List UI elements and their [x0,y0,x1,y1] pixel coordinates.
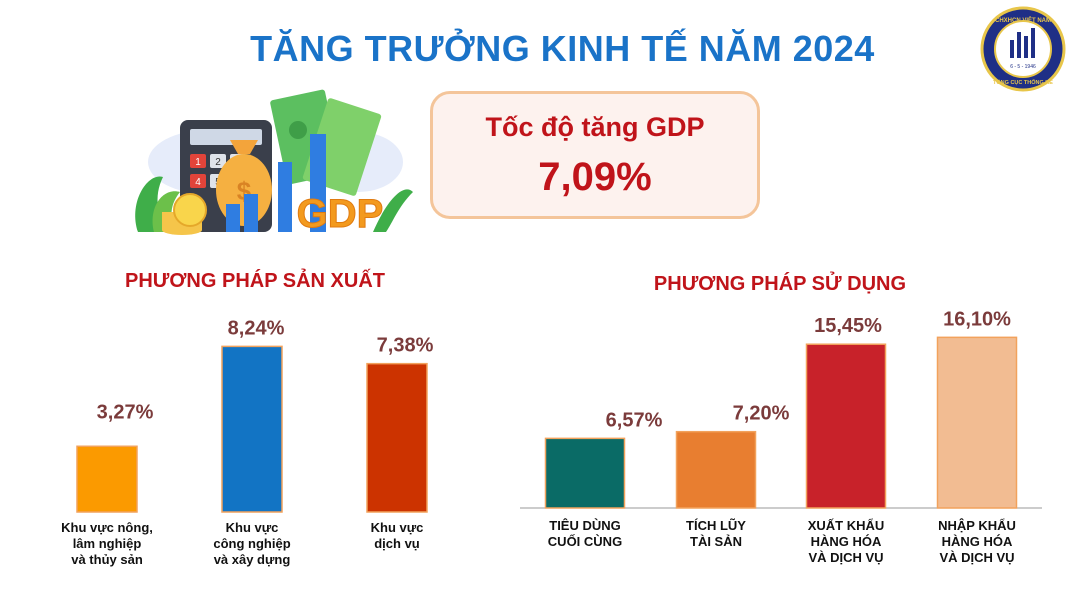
gdp-illustration: 1 2 3 4 5 6 $ GDP [135,89,413,237]
bar [544,437,626,509]
gdp-growth-label: Tốc độ tăng GDP [485,112,705,142]
expenditure-chart: 6,57% 7,20% 15,45% 16,10% [520,308,1042,509]
logo-date: 6 - 5 - 1946 [1010,64,1036,70]
gdp-growth-card: Tốc độ tăng GDP 7,09% [430,91,760,219]
gdp-growth-value: 7,09% [538,155,652,199]
bar [76,445,138,513]
gdp-word: GDP [297,192,384,236]
logo-bottom-text: TỔNG CỤC THỐNG KÊ [993,78,1053,86]
bar [366,362,428,513]
bar-growth-icon [226,134,326,232]
data-label: 7,20% [733,403,790,425]
bar [805,343,887,509]
bar [675,430,757,509]
category-label: TÍCH LŨY TÀI SẢN [686,518,746,549]
data-label: 7,38% [377,335,434,357]
page-title: TĂNG TRƯỞNG KINH TẾ NĂM 2024 [250,28,875,69]
leaf-icon [373,189,413,232]
category-label: Khu vực nông, lâm nghiệp và thủy sản [61,520,153,567]
category-label: Khu vực dịch vụ [370,520,424,551]
category-label: Khu vực công nghiệp và xây dựng [213,520,291,567]
expenditure-method-title: PHƯƠNG PHÁP SỬ DỤNG [653,273,907,295]
bar [221,345,283,513]
svg-text:2: 2 [215,157,221,168]
bar [936,336,1018,509]
gso-logo: CHXHCN VIỆT NAM 6 - 5 - 1946 TỔNG CỤC TH… [980,6,1066,92]
leaf-icon [152,191,180,232]
data-label: 6,57% [606,409,663,431]
category-label: NHẬP KHẨU HÀNG HÓA VÀ DỊCH VỤ [938,518,1016,565]
svg-text:1: 1 [195,157,201,168]
production-chart: 3,27% 8,24% 7,38% [76,317,434,513]
production-method-title: PHƯƠNG PHÁP SẢN XUẤT [125,270,385,292]
coin-stack-icon [162,193,207,235]
data-label: 16,10% [943,308,1011,330]
data-label: 8,24% [228,317,285,339]
data-label: 3,27% [97,401,154,423]
svg-text:4: 4 [195,177,201,188]
data-label: 15,45% [814,315,882,337]
category-label: TIÊU DÙNG CUỐI CÙNG [547,518,623,549]
logo-top-text: CHXHCN VIỆT NAM [995,16,1051,24]
category-label: XUẤT KHẨU HÀNG HÓA VÀ DỊCH VỤ [807,518,885,565]
